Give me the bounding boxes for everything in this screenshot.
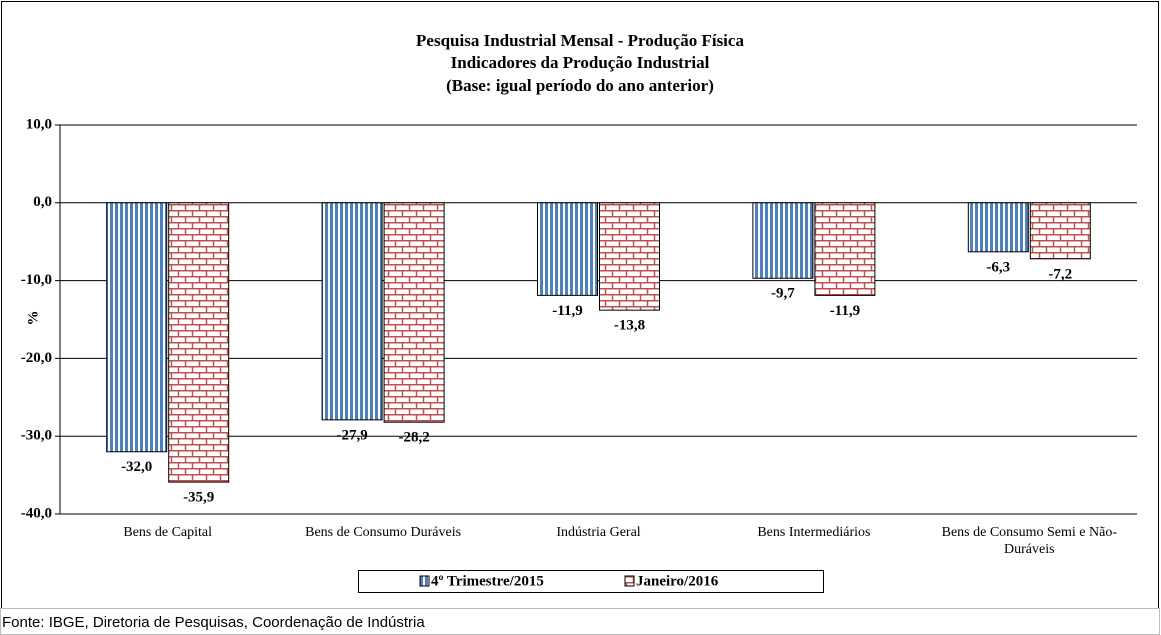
x-tick-label: Bens Intermediários [757, 525, 871, 540]
y-tick-label: 10,0 [26, 116, 52, 132]
legend-label: 4º Trimestre/2015 [431, 573, 544, 589]
bar [106, 202, 168, 453]
bar [752, 202, 814, 279]
legend-label: Janeiro/2016 [636, 573, 719, 589]
y-axis-label: % [25, 311, 41, 326]
legend-swatch [419, 575, 430, 587]
bar [814, 202, 876, 296]
y-tick-label: -20,0 [21, 350, 52, 366]
legend-swatch [624, 575, 635, 587]
source-note: Fonte: IBGE, Diretoria de Pesquisas, Coo… [2, 614, 425, 631]
y-tick-label: -30,0 [21, 428, 52, 444]
data-label: -32,0 [121, 459, 152, 475]
data-label: -11,9 [830, 303, 860, 319]
chart-title: Indicadores da Produção Industrial [451, 53, 710, 72]
y-tick-label: -10,0 [21, 272, 52, 288]
bar [168, 202, 230, 483]
chart-title: Pesquisa Industrial Mensal - Produção Fí… [416, 31, 744, 50]
bar [967, 202, 1029, 253]
data-label: -28,2 [398, 430, 429, 446]
data-label: -9,7 [771, 286, 795, 302]
bar [537, 202, 598, 296]
data-label: -11,9 [552, 303, 582, 319]
x-tick-label: Bens de Consumo Semi e Não-Duráveis [941, 525, 1117, 557]
legend [358, 570, 824, 593]
y-tick-label: -40,0 [21, 505, 52, 521]
x-tick-label: Indústria Geral [556, 525, 641, 540]
y-tick-label: 0,0 [33, 194, 52, 210]
data-label: -13,8 [614, 318, 645, 334]
bar [599, 202, 660, 311]
data-label: -6,3 [986, 259, 1010, 275]
x-tick-label: Bens de Consumo Duráveis [305, 525, 462, 540]
chart-title: (Base: igual período do ano anterior) [446, 76, 714, 95]
data-label: -7,2 [1048, 266, 1072, 282]
data-label: -27,9 [336, 427, 367, 443]
bar [1029, 202, 1091, 260]
bar [321, 202, 383, 421]
data-label: -35,9 [183, 490, 214, 506]
x-tick-label: Bens de Capital [123, 525, 213, 540]
bar [383, 202, 445, 423]
